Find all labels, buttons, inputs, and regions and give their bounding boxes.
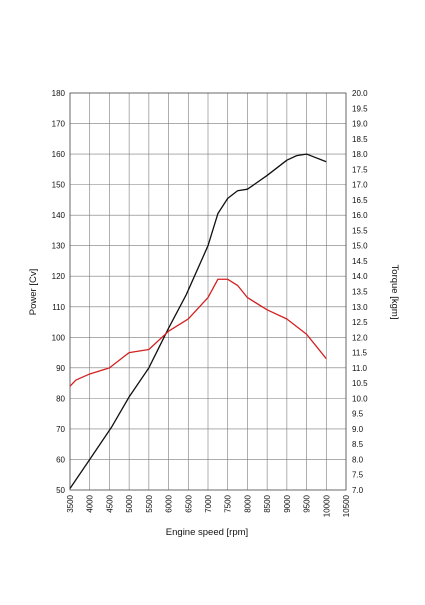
right-tick-label: 18.0 <box>352 150 368 159</box>
series-layer <box>69 153 327 489</box>
x-tick-label: 5000 <box>125 494 134 512</box>
right-tick-label: 16.5 <box>352 196 368 205</box>
tick-labels: 3500 4000 4500 5000 5500 6000 6500 7000 7500 8000… <box>52 89 368 517</box>
right-tick-label: 11.0 <box>352 364 368 373</box>
left-tick-label: 50 <box>56 486 65 495</box>
right-tick-label: 18.5 <box>352 135 368 144</box>
right-tick-label: 11.5 <box>352 349 368 358</box>
x-tick-label: 6000 <box>165 494 174 512</box>
left-tick-label: 60 <box>56 455 65 464</box>
right-tick-label: 15.5 <box>352 226 368 235</box>
grid <box>69 92 347 491</box>
left-axis-title: Power [Cv] <box>28 269 39 315</box>
right-tick-label: 12.5 <box>352 318 368 327</box>
right-tick-label: 16.0 <box>352 211 368 220</box>
right-tick-label: 9.5 <box>352 410 364 419</box>
right-tick-label: 13.0 <box>352 303 368 312</box>
right-tick-label: 19.0 <box>352 120 368 129</box>
right-tick-label: 8.0 <box>352 455 364 464</box>
left-tick-label: 150 <box>52 181 66 190</box>
right-tick-label: 15.0 <box>352 242 368 251</box>
left-tick-label: 70 <box>56 425 65 434</box>
right-tick-label: 14.5 <box>352 257 368 266</box>
right-tick-label: 13.5 <box>352 288 368 297</box>
right-tick-label: 14.0 <box>352 272 368 281</box>
x-tick-label: 10500 <box>342 494 351 517</box>
left-tick-label: 110 <box>52 303 65 312</box>
power-line <box>69 153 327 489</box>
x-tick-label: 10000 <box>322 494 331 517</box>
x-tick-label: 9500 <box>303 494 312 512</box>
right-tick-label: 8.5 <box>352 440 364 449</box>
x-tick-label: 4500 <box>105 494 114 512</box>
torque-line <box>69 278 327 387</box>
right-tick-label: 12.0 <box>352 333 368 342</box>
right-tick-label: 7.5 <box>352 471 364 480</box>
x-tick-label: 8000 <box>243 494 252 512</box>
left-tick-label: 140 <box>52 211 66 220</box>
right-tick-label: 9.0 <box>352 425 364 434</box>
plot-border <box>69 92 347 491</box>
x-tick-label: 6500 <box>184 494 193 512</box>
left-tick-label: 170 <box>52 120 66 129</box>
x-tick-label: 4000 <box>86 494 95 512</box>
left-tick-label: 130 <box>52 242 66 251</box>
right-tick-label: 10.5 <box>352 379 368 388</box>
right-tick-label: 7.0 <box>352 486 364 495</box>
right-tick-label: 10.0 <box>352 394 368 403</box>
right-tick-label: 17.5 <box>352 165 368 174</box>
right-axis-title: Torque [kgm] <box>389 265 400 320</box>
left-tick-label: 90 <box>56 364 65 373</box>
right-tick-label: 17.0 <box>352 181 368 190</box>
left-tick-label: 120 <box>52 272 66 281</box>
x-tick-label: 9000 <box>283 494 292 512</box>
x-tick-label: 3500 <box>66 494 75 512</box>
left-tick-label: 100 <box>52 333 66 342</box>
x-tick-label: 5500 <box>145 494 154 512</box>
x-tick-label: 8500 <box>263 494 272 512</box>
x-axis-title: Engine speed [rpm] <box>166 527 248 538</box>
x-tick-label: 7000 <box>204 494 213 512</box>
left-tick-label: 160 <box>52 150 66 159</box>
right-tick-label: 20.0 <box>352 89 368 98</box>
left-tick-label: 80 <box>56 394 65 403</box>
right-tick-label: 19.5 <box>352 104 368 113</box>
left-tick-label: 180 <box>52 89 66 98</box>
x-tick-label: 7500 <box>224 494 233 512</box>
